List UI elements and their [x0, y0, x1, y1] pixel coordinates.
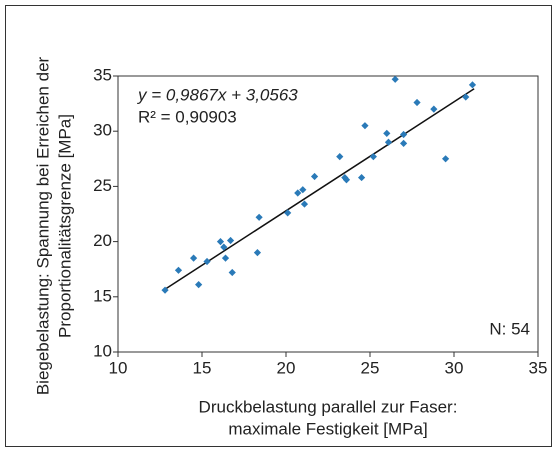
y-tick-label: 20: [93, 231, 112, 250]
x-axis-label: maximale Festigkeit [MPa]: [228, 419, 427, 438]
x-tick-label: 30: [445, 358, 464, 377]
frame: [5, 5, 552, 447]
data-point: [300, 200, 309, 208]
data-point: [400, 139, 408, 147]
r-squared: R² = 0,90903: [138, 107, 237, 126]
equation: y = 0,9867x + 3,0563: [137, 85, 298, 104]
data-point: [299, 186, 307, 194]
data-point: [336, 152, 344, 161]
data-point: [391, 75, 399, 83]
data-point: [361, 122, 369, 130]
y-axis-label: Biegebelastung: Spannung bei Erreichen d…: [33, 56, 52, 395]
y-tick-label: 25: [93, 176, 112, 195]
y-tick-label: 35: [93, 65, 112, 84]
data-point: [310, 172, 319, 181]
data-point: [284, 209, 292, 217]
x-tick-label: 35: [529, 358, 548, 377]
data-point: [255, 213, 263, 221]
x-tick-label: 15: [193, 358, 212, 377]
data-point: [216, 238, 225, 246]
data-point: [226, 236, 235, 245]
data-point: [358, 173, 366, 182]
data-point: [384, 138, 393, 146]
data-point: [430, 105, 438, 113]
trendline: [164, 88, 475, 290]
x-tick-label: 25: [361, 358, 380, 377]
data-point: [400, 130, 408, 139]
annotation: N: 54: [489, 319, 530, 338]
data-point: [468, 81, 477, 89]
data-point: [294, 189, 302, 197]
data-point: [253, 249, 262, 257]
data-point: [221, 254, 230, 262]
data-point: [174, 266, 183, 274]
data-point: [341, 173, 349, 182]
x-tick-label: 10: [109, 358, 128, 377]
y-tick-label: 15: [93, 286, 112, 305]
data-point: [342, 176, 351, 184]
plot-area: [117, 75, 539, 353]
x-axis-label: Druckbelastung parallel zur Faser:: [199, 397, 458, 416]
y-axis-label: Proportionalitätsgrenze [MPa]: [55, 114, 74, 338]
data-point: [220, 243, 228, 251]
data-point: [462, 93, 470, 101]
data-point: [383, 129, 391, 138]
data-point: [228, 268, 236, 277]
data-point: [413, 98, 421, 107]
data-point: [442, 155, 450, 163]
data-point: [203, 257, 211, 266]
data-point: [190, 254, 198, 262]
x-tick-label: 20: [277, 358, 296, 377]
data-point: [161, 286, 169, 294]
data-point: [195, 281, 203, 289]
y-tick-label: 10: [93, 341, 112, 360]
data-point: [369, 152, 377, 161]
y-tick-label: 30: [93, 121, 112, 140]
